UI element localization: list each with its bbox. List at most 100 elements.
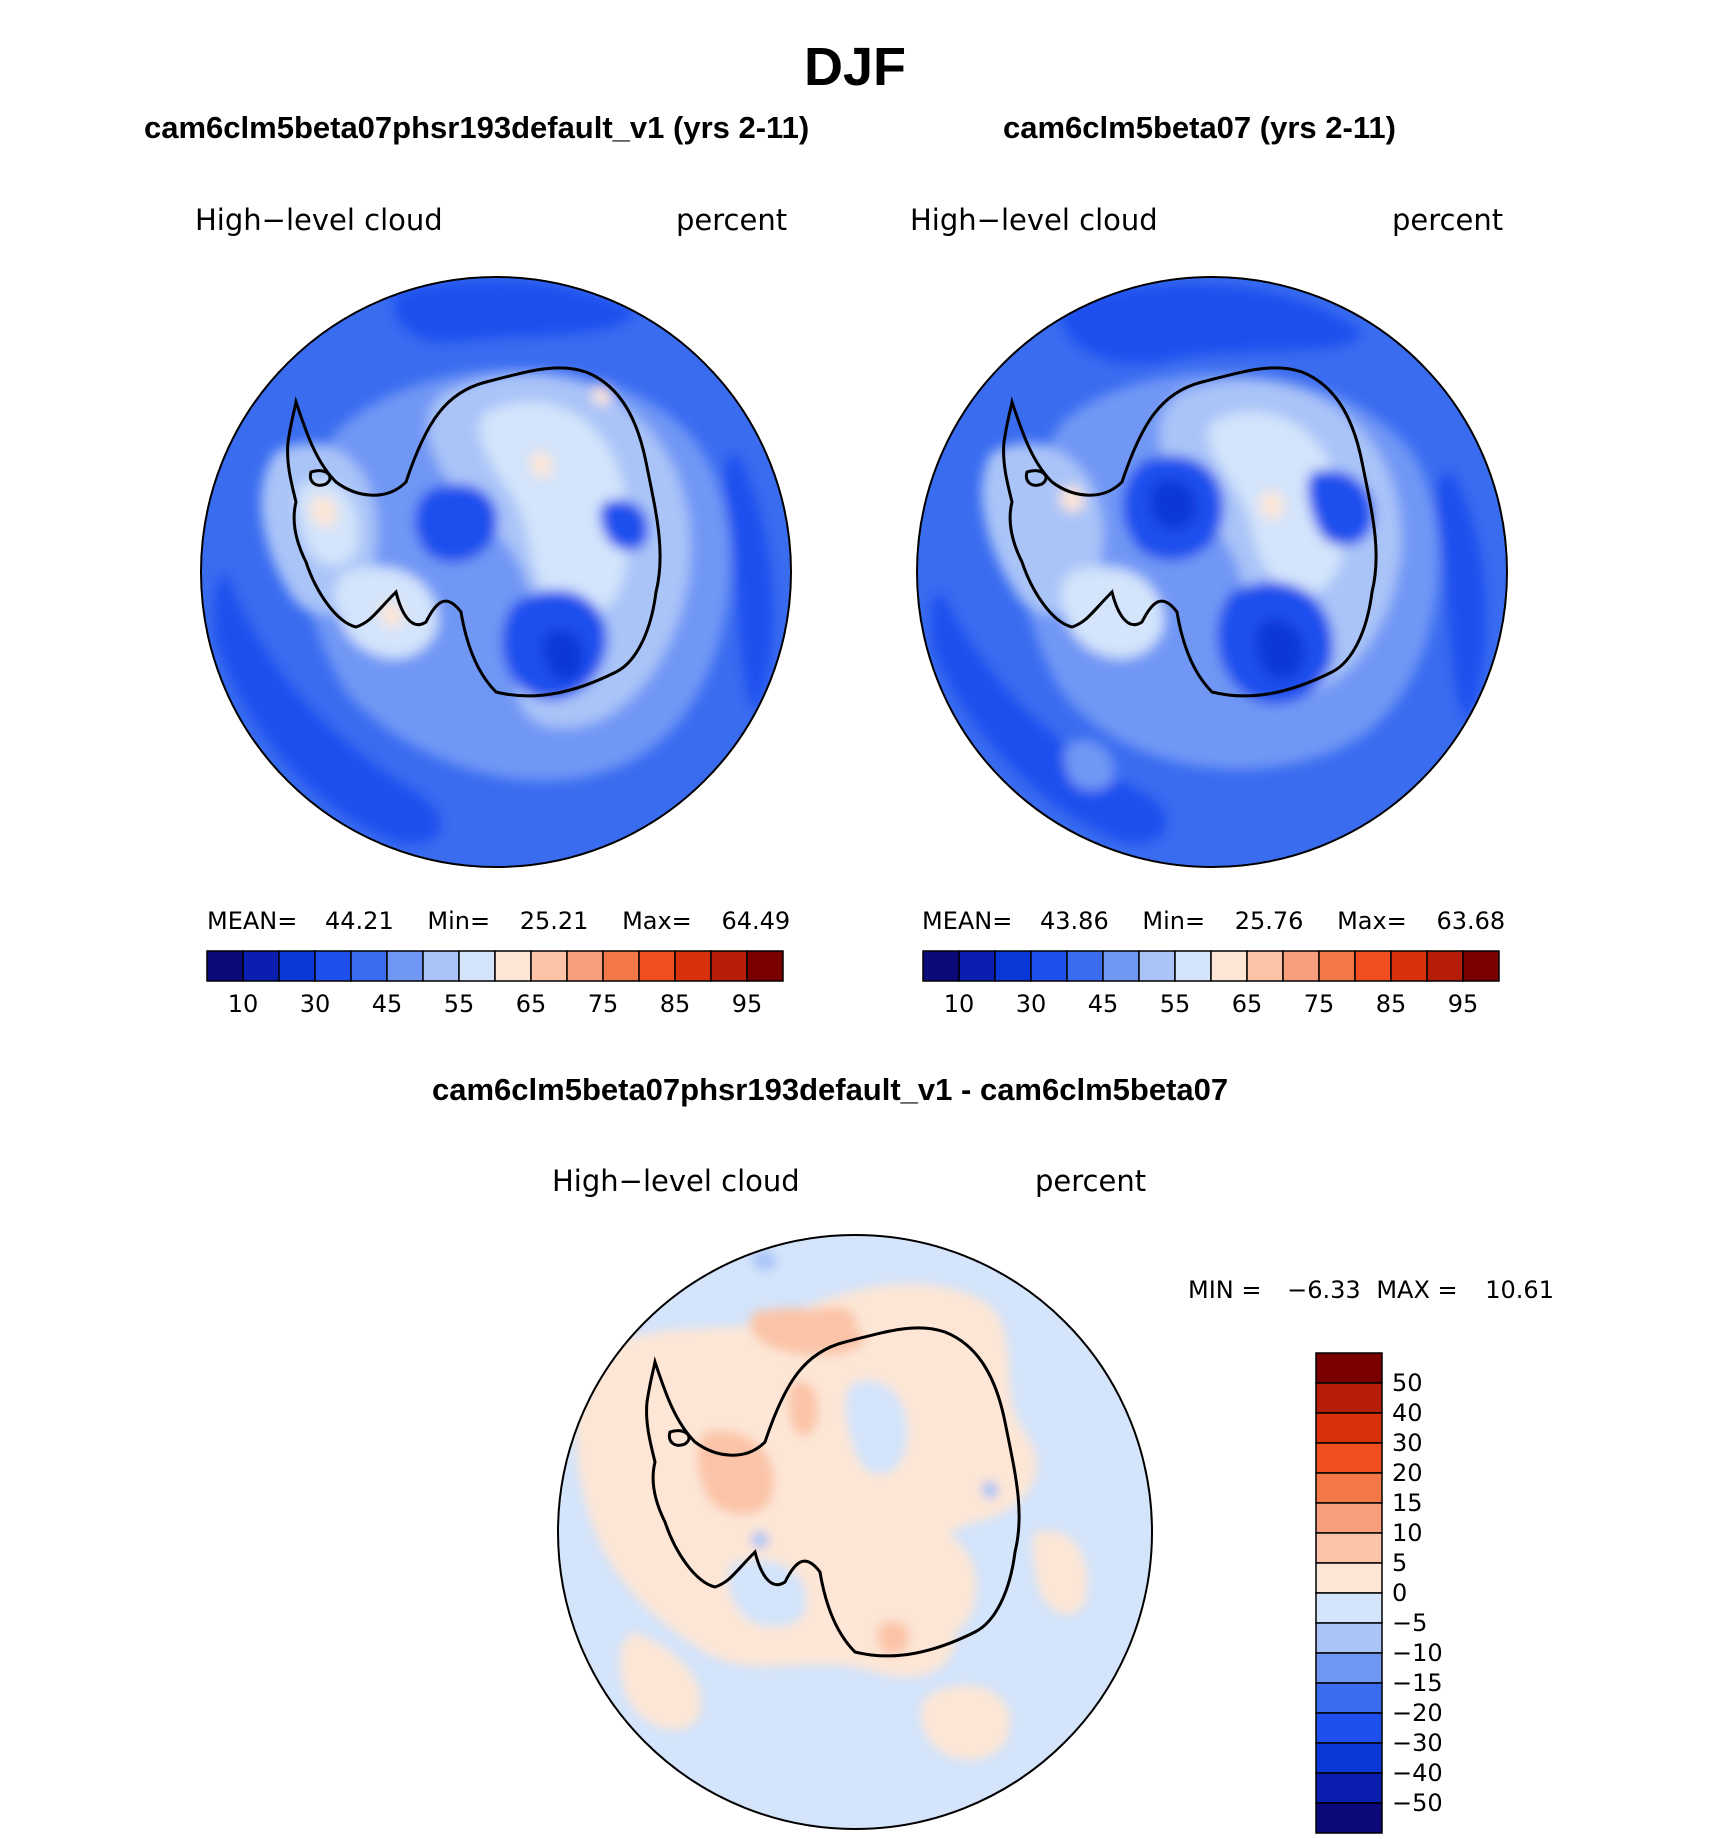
colorbar-swatch <box>1315 1712 1383 1744</box>
colorbar-tick-label: 65 <box>1231 990 1263 1018</box>
difference-contour-band <box>920 1685 1011 1761</box>
cloud-contour-band <box>1307 470 1374 546</box>
colorbar-tick-label: 55 <box>1159 990 1191 1018</box>
colorbar-swatch <box>530 950 568 982</box>
colorbar-swatch <box>1210 950 1248 982</box>
colorbar-swatch <box>1318 950 1356 982</box>
colorbar-swatch <box>1315 1742 1383 1774</box>
cloud-contour-band <box>394 280 636 343</box>
colorbar-swatch <box>494 950 532 982</box>
colorbar-tick-label: 45 <box>371 990 403 1018</box>
max-value: 63.68 <box>1436 907 1506 935</box>
colorbar-swatch <box>1315 1442 1383 1474</box>
map-boundary <box>916 276 1508 868</box>
colorbar-swatch <box>206 950 244 982</box>
colorbar-swatch <box>1426 950 1464 982</box>
colorbar-swatch <box>278 950 316 982</box>
colorbar-tick-label: 65 <box>515 990 547 1018</box>
colorbar-swatch <box>1390 950 1428 982</box>
antarctica-coastline <box>201 421 207 463</box>
colorbar-swatch <box>1315 1502 1383 1534</box>
difference-contour-band <box>806 1306 857 1332</box>
antarctica-coastline <box>558 1381 566 1423</box>
colorbar-tick-label: 30 <box>1015 990 1047 1018</box>
colorbar-swatch <box>566 950 604 982</box>
colorbar-swatch <box>1315 1772 1383 1804</box>
colorbar-swatch <box>1315 1532 1383 1564</box>
colorbar-swatch <box>638 950 676 982</box>
colorbar-tick-label: 95 <box>1447 990 1479 1018</box>
min-value: 25.21 <box>519 907 589 935</box>
antarctica-coastline <box>667 1429 691 1447</box>
colorbar-panel-2 <box>922 950 1500 982</box>
colorbar-swatch <box>1315 1802 1383 1834</box>
colorbar-swatch <box>458 950 496 982</box>
colorbar-swatch <box>922 950 960 982</box>
min-label: MIN = <box>1188 1276 1262 1304</box>
colorbar-tick-label: −15 <box>1392 1669 1443 1697</box>
mean-label: MEAN= <box>922 907 1013 935</box>
panel-1-stats: MEAN= 44.21 Min= 25.21 Max= 64.49 <box>207 907 790 935</box>
colorbar-swatch <box>1315 1382 1383 1414</box>
colorbar-swatch <box>1315 1592 1383 1624</box>
antarctica-coastline <box>917 421 923 463</box>
colorbar-tick-label: 15 <box>1392 1489 1423 1517</box>
cloud-contour-band <box>1259 491 1285 520</box>
cloud-contour-band <box>542 629 585 681</box>
cloud-contour-band <box>414 484 498 563</box>
difference-variable: High−level cloud <box>552 1164 800 1198</box>
colorbar-panel-1-ticks: 10 30 45 55 65 75 85 95 <box>206 990 784 1024</box>
antarctica-coastline <box>286 366 662 698</box>
cloud-contour-band <box>380 601 403 628</box>
colorbar-tick-label: 10 <box>227 990 259 1018</box>
colorbar-swatch <box>1066 950 1104 982</box>
min-value: 25.76 <box>1234 907 1304 935</box>
panel-1-title: cam6clm5beta07phsr193default_v1 (yrs 2-1… <box>144 110 810 145</box>
mean-value: 44.21 <box>325 907 394 935</box>
max-label: Max= <box>622 907 692 935</box>
colorbar-swatch <box>1315 1412 1383 1444</box>
difference-contour-band <box>752 1250 777 1271</box>
cloud-contour-band <box>1255 619 1305 680</box>
colorbar-tick-label: 85 <box>659 990 691 1018</box>
difference-contour-band <box>874 1525 977 1640</box>
min-value: −6.33 <box>1287 1276 1361 1304</box>
cloud-contour-band <box>724 452 774 712</box>
max-label: MAX = <box>1376 1276 1458 1304</box>
max-value: 64.49 <box>721 907 791 935</box>
colorbar-tick-label: −40 <box>1392 1759 1443 1787</box>
map-panel-1 <box>200 276 792 868</box>
min-label: Min= <box>427 907 491 935</box>
mean-value: 43.86 <box>1040 907 1109 935</box>
colorbar-difference <box>1315 1352 1383 1834</box>
colorbar-tick-label: 50 <box>1392 1369 1423 1397</box>
colorbar-tick-label: 45 <box>1087 990 1119 1018</box>
cloud-contour-band <box>981 443 1104 614</box>
antarctica-coastline <box>1024 469 1048 487</box>
min-label: Min= <box>1142 907 1206 935</box>
colorbar-swatch <box>1315 1472 1383 1504</box>
max-value: 10.61 <box>1485 1276 1554 1304</box>
panel-2-title: cam6clm5beta07 (yrs 2-11) <box>1003 110 1396 145</box>
colorbar-tick-label: 5 <box>1392 1549 1408 1577</box>
difference-title: cam6clm5beta07phsr193default_v1 - cam6cl… <box>432 1072 1229 1107</box>
figure-title: DJF <box>803 37 906 97</box>
map-boundary <box>200 276 792 868</box>
colorbar-swatch <box>1462 950 1500 982</box>
cloud-contour-band <box>1149 479 1197 530</box>
colorbar-swatch <box>1282 950 1320 982</box>
colorbar-tick-label: 75 <box>1303 990 1335 1018</box>
antarctica-coastline <box>308 469 332 487</box>
colorbar-tick-label: 10 <box>1392 1519 1423 1547</box>
map-panel-2 <box>916 276 1508 868</box>
colorbar-tick-label: 75 <box>587 990 619 1018</box>
colorbar-panel-2-ticks: 10 30 45 55 65 75 85 95 <box>922 990 1500 1024</box>
cloud-contour-band <box>1060 283 1362 364</box>
cloud-contour-band <box>310 496 338 528</box>
colorbar-swatch <box>1102 950 1140 982</box>
difference-stats: MIN = −6.33 MAX = 10.61 <box>1188 1276 1554 1304</box>
map-boundary <box>557 1234 1153 1830</box>
colorbar-tick-label: 85 <box>1375 990 1407 1018</box>
max-label: Max= <box>1337 907 1407 935</box>
colorbar-tick-label: 20 <box>1392 1459 1423 1487</box>
